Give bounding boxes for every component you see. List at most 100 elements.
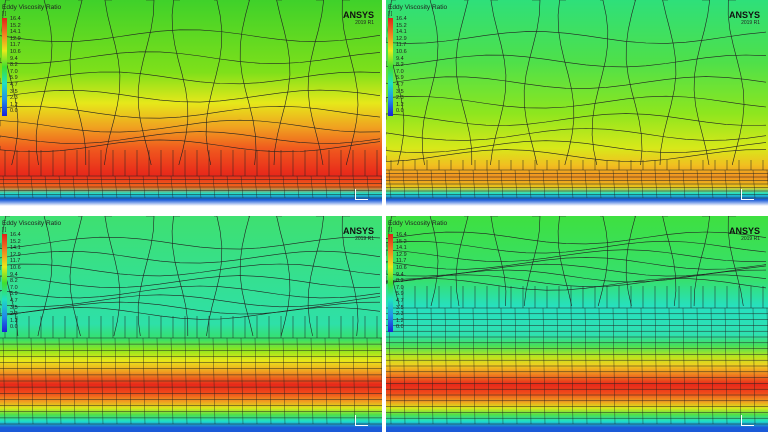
logo-brand: ANSYS xyxy=(342,10,374,20)
legend-tick: 12.9 xyxy=(10,35,21,42)
legend-color-bar xyxy=(388,18,393,116)
legend-tick: 16.4 xyxy=(396,16,407,22)
legend-tick: 10.6 xyxy=(396,264,407,271)
legend-tick: 5.9 xyxy=(10,75,18,82)
ansys-logo: ANSYS 2019 R1 xyxy=(343,10,374,26)
logo-version: 2019 R1 xyxy=(741,236,760,242)
legend-tick: 14.1 xyxy=(10,245,21,252)
legend-tick: 3.5 xyxy=(10,88,18,95)
axis-triad-icon xyxy=(741,189,754,200)
legend-unit: [ ] xyxy=(388,227,393,233)
legend-tick: 11.7 xyxy=(396,258,407,265)
contour-panel-top-right: Eddy Viscosity Ratio[ ] 16.4 15.2 14.1 12.9 1… xyxy=(386,0,768,206)
legend-tick: 11.7 xyxy=(396,42,407,49)
legend-tick: 1.2 xyxy=(10,317,18,324)
legend-tick: 12.9 xyxy=(10,251,21,258)
legend-tick: 8.2 xyxy=(10,278,18,285)
legend-tick: 1.2 xyxy=(10,101,18,108)
legend-tick: 14.1 xyxy=(10,29,21,36)
logo-brand: ANSYS xyxy=(342,226,374,236)
legend-ticks: 16.4 15.2 14.1 12.9 11.7 10.6 9.4 8.2 7.0 5.9 4.7 3… xyxy=(396,16,407,115)
legend-tick: 12.9 xyxy=(396,251,407,258)
legend-tick: 1.2 xyxy=(396,317,404,324)
legend-tick: 10.6 xyxy=(10,264,21,271)
contour-panel-bottom-right: Eddy Viscosity Ratio[ ] 16.4 15.2 14.1 12.9 1… xyxy=(386,216,768,432)
legend-ticks: 16.4 15.2 14.1 12.9 11.7 10.6 9.4 8.2 7.0 5.9 4.7 3… xyxy=(10,16,21,115)
legend-tick: 0.0 xyxy=(396,108,404,115)
legend-tick: 4.7 xyxy=(396,81,404,88)
legend-tick: 2.3 xyxy=(396,311,404,318)
mesh-lines xyxy=(0,216,382,425)
color-legend: Eddy Viscosity Ratio[ ] xyxy=(2,4,61,17)
legend-tick: 8.2 xyxy=(10,62,18,69)
legend-tick: 4.7 xyxy=(10,297,18,304)
legend-tick: 7.0 xyxy=(10,68,18,75)
mesh-lines xyxy=(0,0,382,199)
logo-brand: ANSYS xyxy=(728,226,760,236)
legend-tick: 5.9 xyxy=(396,75,404,82)
legend-tick: 7.0 xyxy=(396,284,404,291)
legend-title: Eddy Viscosity Ratio xyxy=(2,4,62,11)
legend-tick: 16.4 xyxy=(396,232,407,238)
contour-panel-top-left: Eddy Viscosity Ratio[ ] 16.4 15.2 14.1 12.9 1… xyxy=(0,0,382,206)
legend-tick: 8.2 xyxy=(396,278,404,285)
legend-tick: 2.3 xyxy=(10,95,18,102)
legend-tick: 3.5 xyxy=(10,304,18,311)
legend-color-bar xyxy=(2,18,7,116)
legend-tick: 2.3 xyxy=(396,95,404,102)
legend-tick: 15.2 xyxy=(10,22,21,29)
legend-tick: 10.6 xyxy=(396,48,407,55)
mesh-lines xyxy=(386,216,768,425)
ansys-logo: ANSYS 2019 R1 xyxy=(343,226,374,242)
legend-tick: 14.1 xyxy=(396,245,407,252)
legend-tick: 0.0 xyxy=(10,108,18,115)
color-legend: Eddy Viscosity Ratio[ ] xyxy=(388,220,447,233)
legend-tick: 0.0 xyxy=(396,324,404,331)
legend-tick: 9.4 xyxy=(10,55,18,62)
legend-tick: 5.9 xyxy=(10,291,18,298)
color-legend: Eddy Viscosity Ratio[ ] xyxy=(388,4,447,17)
axis-triad-icon xyxy=(355,189,368,200)
logo-version: 2019 R1 xyxy=(355,20,374,26)
legend-color-bar xyxy=(2,234,7,332)
axis-triad-icon xyxy=(355,415,368,426)
legend-tick: 11.7 xyxy=(10,258,21,265)
legend-tick: 14.1 xyxy=(396,29,407,36)
legend-tick: 7.0 xyxy=(396,68,404,75)
color-legend: Eddy Viscosity Ratio[ ] xyxy=(2,220,61,233)
legend-title: Eddy Viscosity Ratio xyxy=(388,220,448,227)
legend-tick: 9.4 xyxy=(396,271,404,278)
legend-tick: 12.9 xyxy=(396,35,407,42)
legend-unit: [ ] xyxy=(2,11,7,17)
legend-unit: [ ] xyxy=(2,227,7,233)
legend-tick: 10.6 xyxy=(10,48,21,55)
legend-tick: 2.3 xyxy=(10,311,18,318)
logo-version: 2019 R1 xyxy=(355,236,374,242)
legend-tick: 4.7 xyxy=(10,81,18,88)
legend-tick: 1.2 xyxy=(396,101,404,108)
legend-ticks: 16.4 15.2 14.1 12.9 11.7 10.6 9.4 8.2 7.0 5.9 4.7 3… xyxy=(396,232,407,331)
legend-tick: 5.9 xyxy=(396,291,404,298)
legend-ticks: 16.4 15.2 14.1 12.9 11.7 10.6 9.4 8.2 7.0 5.9 4.7 3… xyxy=(10,232,21,331)
axis-triad-icon xyxy=(741,415,754,426)
legend-tick: 0.0 xyxy=(10,324,18,331)
ansys-logo: ANSYS 2019 R1 xyxy=(729,10,760,26)
legend-title: Eddy Viscosity Ratio xyxy=(2,220,62,227)
ansys-logo: ANSYS 2019 R1 xyxy=(729,226,760,242)
legend-title: Eddy Viscosity Ratio xyxy=(388,4,448,11)
logo-version: 2019 R1 xyxy=(741,20,760,26)
legend-tick: 8.2 xyxy=(396,62,404,69)
legend-tick: 15.2 xyxy=(10,238,21,245)
contour-panel-bottom-left: Eddy Viscosity Ratio[ ] 16.4 15.2 14.1 12.9 1… xyxy=(0,216,382,432)
legend-tick: 9.4 xyxy=(396,55,404,62)
logo-brand: ANSYS xyxy=(728,10,760,20)
legend-tick: 11.7 xyxy=(10,42,21,49)
legend-tick: 3.5 xyxy=(396,88,404,95)
legend-color-bar xyxy=(388,234,393,332)
legend-tick: 15.2 xyxy=(396,238,407,245)
legend-tick: 16.4 xyxy=(10,232,21,238)
legend-tick: 15.2 xyxy=(396,22,407,29)
legend-tick: 9.4 xyxy=(10,271,18,278)
legend-tick: 16.4 xyxy=(10,16,21,22)
legend-tick: 7.0 xyxy=(10,284,18,291)
